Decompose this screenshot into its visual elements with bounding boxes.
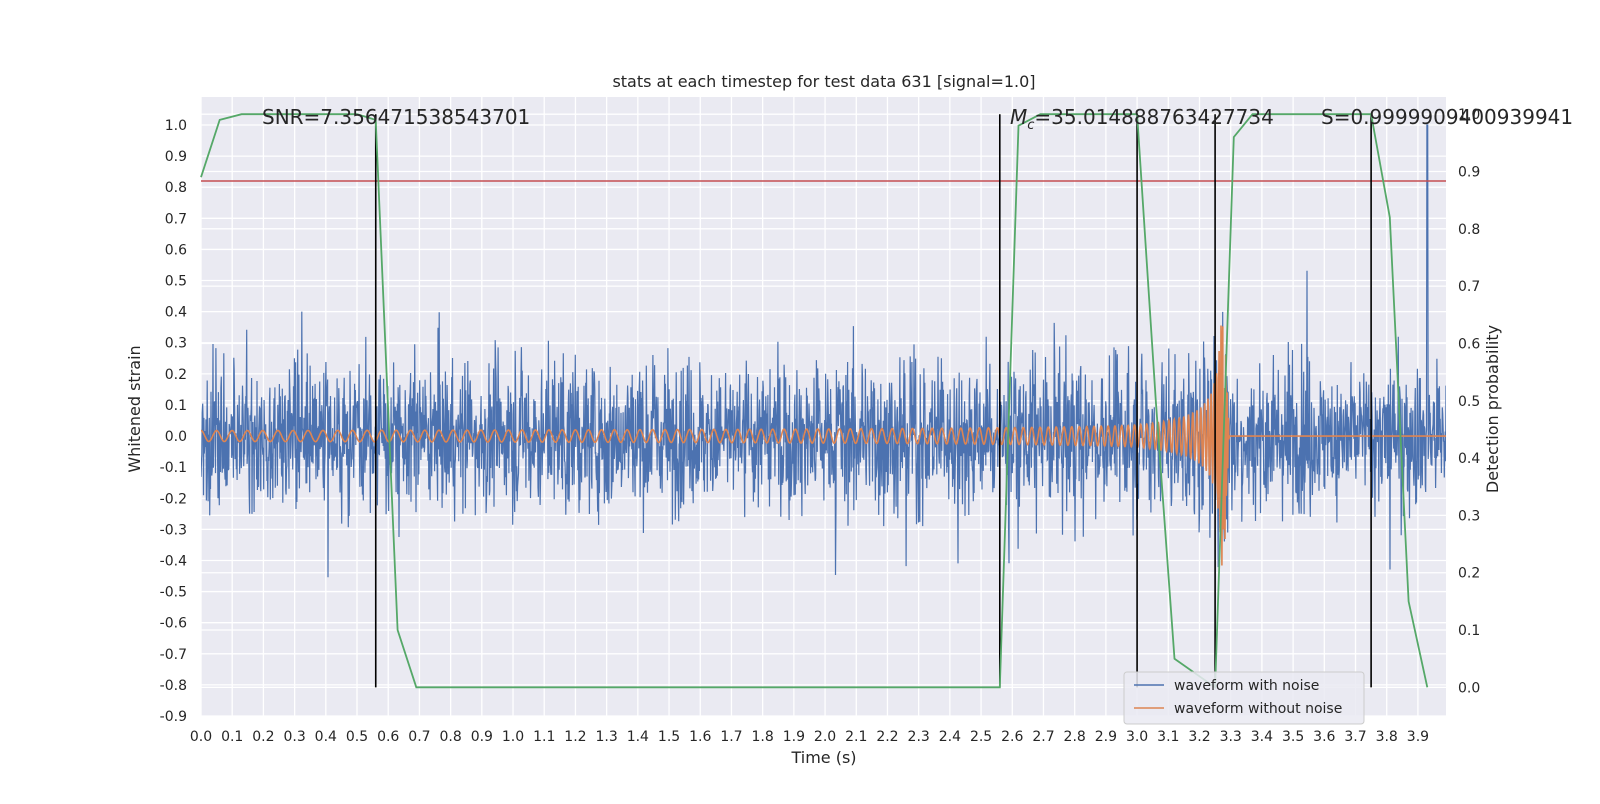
x-tick-label: 2.8	[1064, 729, 1086, 745]
y-tick-label: -0.8	[160, 678, 187, 694]
y2-tick-label: 0.1	[1458, 623, 1480, 639]
y-tick-label: -0.4	[160, 553, 187, 569]
x-tick-label: 2.3	[908, 729, 930, 745]
x-tick-label: 1.7	[720, 729, 742, 745]
y2-axis-label: Detection probability	[1483, 325, 1502, 493]
s-annotation: S=0.9999909400939941	[1321, 105, 1573, 129]
x-tick-label: 3.5	[1282, 729, 1304, 745]
x-tick-label: 3.9	[1407, 729, 1429, 745]
x-tick-label: 2.4	[939, 729, 961, 745]
x-tick-label: 0.8	[439, 729, 461, 745]
y2-tick-label: 0.6	[1458, 336, 1480, 352]
y2-tick-label: 0.8	[1458, 222, 1480, 238]
y2-axis-ticks: 0.0 0.1 0.2 0.3 0.4 0.5 0.6 0.7 0.8 0.9 1.0	[1458, 107, 1480, 696]
y-tick-label: 0.9	[165, 149, 187, 165]
overlay-layer	[200, 113, 1446, 689]
y-tick-label: 0.4	[165, 305, 187, 321]
x-tick-label: 2.5	[970, 729, 992, 745]
x-tick-label: 2.2	[876, 729, 898, 745]
x-tick-label: 2.1	[845, 729, 867, 745]
y-tick-label: -0.9	[160, 709, 187, 725]
x-tick-label: 0.7	[408, 729, 430, 745]
y2-tick-label: 0.7	[1458, 279, 1480, 295]
x-tick-label: 1.3	[596, 729, 618, 745]
x-tick-label: 1.6	[689, 729, 711, 745]
x-tick-label: 1.2	[564, 729, 586, 745]
y-tick-label: 0.0	[165, 429, 187, 445]
x-tick-label: 0.0	[190, 729, 212, 745]
x-tick-label: 2.6	[1001, 729, 1023, 745]
x-tick-label: 3.3	[1220, 729, 1242, 745]
chirp-mass-subscript: c	[1027, 118, 1034, 133]
y-tick-label: 0.2	[165, 367, 187, 383]
x-tick-label: 3.2	[1188, 729, 1210, 745]
y-tick-label: -0.6	[160, 616, 187, 632]
x-tick-label: 2.0	[814, 729, 836, 745]
x-tick-label: 0.1	[221, 729, 243, 745]
x-tick-label: 0.5	[346, 729, 368, 745]
x-tick-label: 1.5	[658, 729, 680, 745]
x-tick-label: 3.0	[1126, 729, 1148, 745]
x-tick-label: 3.8	[1376, 729, 1398, 745]
chirp-mass-annotation: Mc=35.014888763427734	[1010, 105, 1274, 133]
legend-label-noise: waveform with noise	[1174, 678, 1319, 694]
y-tick-label: 0.8	[165, 180, 187, 196]
y-tick-label: 1.0	[165, 118, 187, 134]
x-tick-label: 2.9	[1095, 729, 1117, 745]
y2-tick-label: 0.5	[1458, 394, 1480, 410]
x-axis-ticks: 0.0 0.1 0.2 0.3 0.4 0.5 0.6 0.7 0.8 0.9 1.0 1.1 1.2 1…	[190, 729, 1429, 745]
chart-title: stats at each timestep for test data 631…	[612, 72, 1035, 91]
series-line-clean	[201, 325, 1446, 566]
series-line-noise	[201, 124, 1446, 578]
y-tick-label: 0.7	[165, 211, 187, 227]
legend-label-clean: waveform without noise	[1174, 701, 1342, 717]
y2-tick-label: 0.2	[1458, 566, 1480, 582]
y2-tick-label: 0.0	[1458, 680, 1480, 696]
y-axis-ticks: -0.9 -0.8 -0.7 -0.6 -0.5 -0.4 -0.3 -0.2 -0.1 0.0 0…	[160, 118, 187, 725]
x-tick-label: 0.9	[471, 729, 493, 745]
x-tick-label: 3.4	[1251, 729, 1273, 745]
y-tick-label: 0.5	[165, 274, 187, 290]
y-tick-label: -0.1	[160, 460, 187, 476]
x-tick-label: 2.7	[1032, 729, 1054, 745]
y2-tick-label: 0.9	[1458, 165, 1480, 181]
legend-box	[1123, 671, 1365, 725]
x-tick-label: 0.2	[252, 729, 274, 745]
x-tick-label: 0.3	[283, 729, 305, 745]
y2-tick-label: 0.4	[1458, 451, 1480, 467]
x-tick-label: 1.8	[752, 729, 774, 745]
x-tick-label: 3.1	[1157, 729, 1179, 745]
y-tick-label: -0.3	[160, 522, 187, 538]
series-layer	[201, 124, 1446, 578]
legend: waveform with noise waveform without noi…	[1123, 671, 1365, 725]
y2-tick-label: 0.3	[1458, 508, 1480, 524]
series-line-probability	[200, 113, 1429, 689]
snr-annotation: SNR=7.356471538543701	[262, 105, 530, 129]
x-axis-label: Time (s)	[790, 748, 856, 767]
x-tick-label: 1.1	[533, 729, 555, 745]
chirp-mass-symbol: M	[1010, 105, 1027, 129]
y-axis-label: Whitened strain	[125, 345, 144, 472]
y-tick-label: -0.2	[160, 491, 187, 507]
y-tick-label: 0.1	[165, 398, 187, 414]
x-tick-label: 1.4	[627, 729, 649, 745]
x-tick-label: 1.0	[502, 729, 524, 745]
x-tick-label: 0.4	[315, 729, 337, 745]
x-tick-label: 3.6	[1313, 729, 1335, 745]
x-tick-label: 0.6	[377, 729, 399, 745]
y-tick-label: 0.6	[165, 242, 187, 258]
chirp-mass-value: =35.014888763427734	[1034, 105, 1273, 129]
y-tick-label: 0.3	[165, 336, 187, 352]
y-tick-label: -0.5	[160, 585, 187, 601]
x-tick-label: 3.7	[1344, 729, 1366, 745]
y-tick-label: -0.7	[160, 647, 187, 663]
y2-tick-label: 1.0	[1458, 107, 1480, 123]
x-tick-label: 1.9	[783, 729, 805, 745]
